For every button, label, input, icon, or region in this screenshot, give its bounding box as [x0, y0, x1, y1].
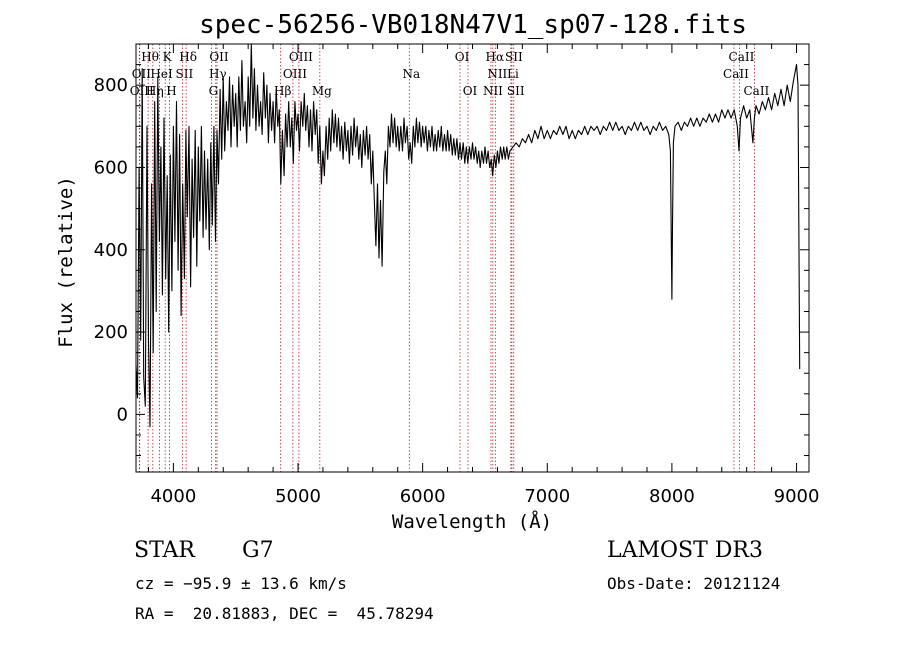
- obs-date-line: Obs-Date: 20121124: [607, 574, 781, 593]
- spectral-line-label: Hδ: [179, 50, 197, 64]
- spectral-line-label: NII: [487, 67, 507, 81]
- spectral-line-label: SII: [507, 84, 525, 98]
- x-tick-label: 8000: [649, 486, 695, 507]
- spectral-line-label: CaII: [723, 67, 749, 81]
- spectral-line-label: HeI: [150, 67, 173, 81]
- coordinates-line: RA = 20.81883, DEC = 45.78294: [135, 604, 434, 623]
- survey-label: LAMOST DR3: [607, 538, 763, 563]
- spectral-line-label: OI: [463, 84, 478, 98]
- spectral-line-label: CaII: [743, 84, 769, 98]
- spectral-line-label: OII: [209, 50, 229, 64]
- spectral-line-label: Li: [507, 67, 519, 81]
- spectral-line-label: OIII: [283, 67, 307, 81]
- x-axis-label: Wavelength (Å): [392, 510, 552, 533]
- spectral-line-label: K: [163, 50, 173, 64]
- x-axis: 4000 5000 6000 7000 8000 9000: [147, 44, 820, 507]
- spectral-line-label: Hθ: [141, 50, 159, 64]
- object-subclass-label: G7: [242, 538, 274, 563]
- y-tick-label: 0: [117, 404, 128, 425]
- spectral-line-label: H: [166, 84, 176, 98]
- y-tick-label: 400: [94, 240, 128, 261]
- y-tick-label: 200: [94, 322, 128, 343]
- spectral-line-label: NII: [483, 84, 503, 98]
- x-tick-label: 9000: [774, 486, 820, 507]
- spectral-line-label: OIII: [289, 50, 313, 64]
- x-tick-label: 5000: [275, 486, 321, 507]
- spectral-line-label: Mg: [312, 84, 332, 98]
- spectral-line-label: CaII: [729, 50, 755, 64]
- object-class-label: STAR: [134, 538, 195, 563]
- spectral-line-label: SII: [176, 67, 194, 81]
- spectral-line-label: OII: [132, 67, 152, 81]
- spectral-line-label: Hη: [146, 84, 164, 98]
- spectral-line-label: Hβ: [274, 84, 291, 98]
- x-tick-label: 7000: [524, 486, 570, 507]
- spectral-line-label: SII: [505, 50, 523, 64]
- spectral-line-label: Hα: [486, 50, 505, 64]
- redshift-line: cz = −95.9 ± 13.6 km/s: [135, 574, 347, 593]
- y-tick-label: 600: [94, 157, 128, 178]
- spectral-line-label: Hγ: [209, 67, 227, 81]
- spectral-line-markers: [138, 44, 755, 472]
- spectral-line-label: G: [209, 84, 219, 98]
- y-axis-label: Flux (relative): [55, 176, 77, 348]
- chart-title: spec-56256-VB018N47V1_sp07-128.fits: [199, 10, 747, 40]
- y-tick-label: 800: [94, 75, 128, 96]
- x-tick-label: 4000: [150, 486, 196, 507]
- x-tick-label: 6000: [400, 486, 446, 507]
- plot-frame: [135, 43, 810, 473]
- spectral-line-label: OI: [455, 50, 470, 64]
- spectrum-series-line: [135, 43, 801, 428]
- y-axis: 0 200 400 600 800: [94, 43, 809, 457]
- spectral-line-label: Na: [402, 67, 420, 81]
